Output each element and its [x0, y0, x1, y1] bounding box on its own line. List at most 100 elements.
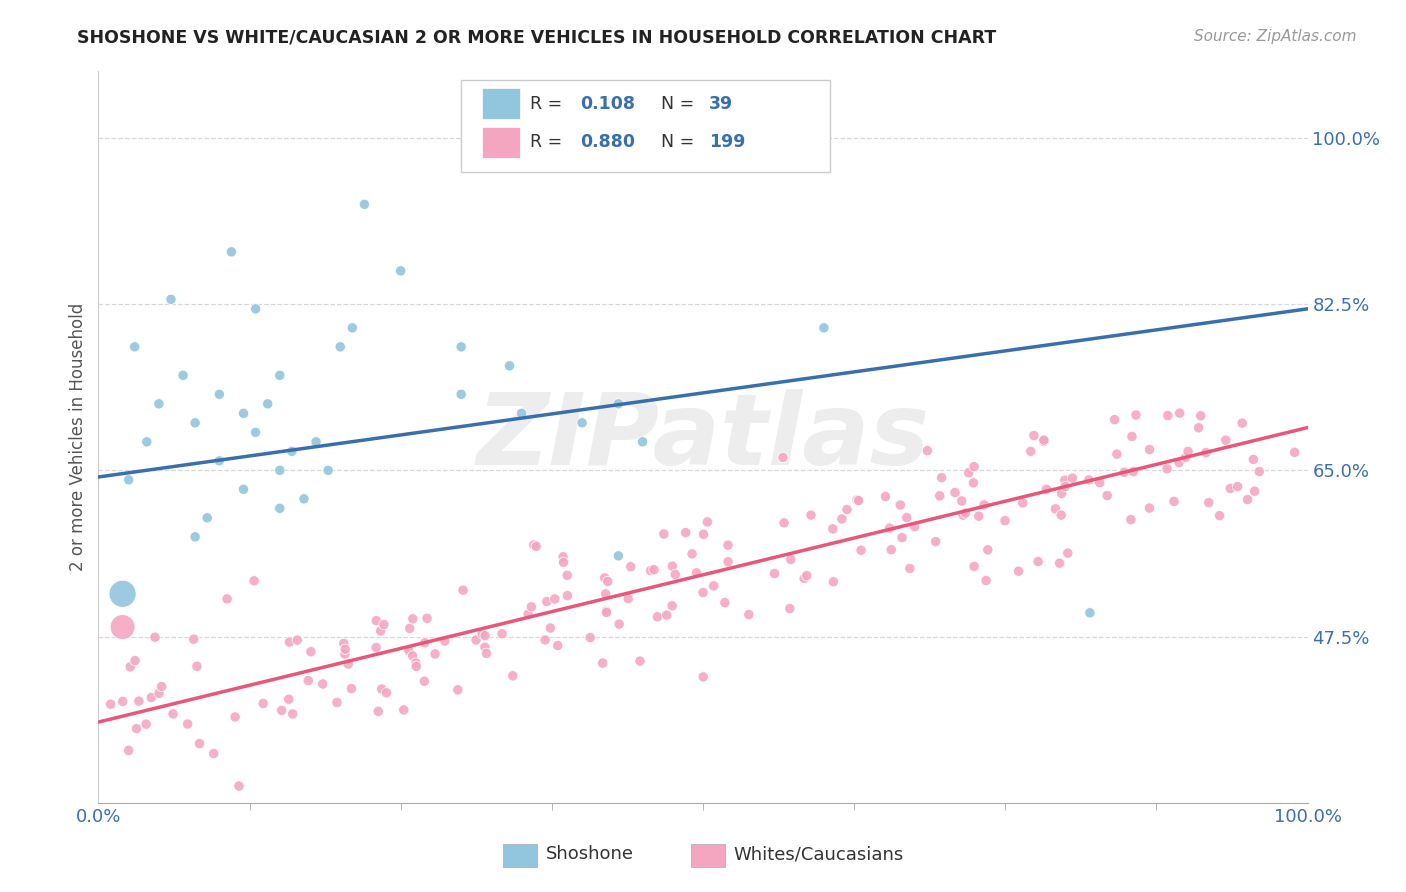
Point: [245, 425, 267, 440]
Point: [423, 647, 446, 661]
Point: [1019, 444, 1042, 458]
Text: N =: N =: [661, 134, 699, 152]
Point: [1077, 473, 1099, 487]
Point: [413, 674, 436, 689]
Point: [252, 697, 274, 711]
Point: [232, 406, 254, 420]
Point: [1053, 473, 1076, 487]
Point: [1104, 412, 1126, 426]
Point: [917, 443, 939, 458]
Point: [160, 293, 183, 307]
Point: [111, 620, 134, 634]
Point: [793, 572, 815, 586]
Point: [353, 197, 375, 211]
Point: [402, 648, 425, 663]
Point: [692, 670, 714, 684]
Point: [520, 599, 543, 614]
Point: [1045, 501, 1067, 516]
Point: [685, 566, 707, 580]
Point: [172, 368, 194, 383]
Point: [120, 660, 142, 674]
Text: N =: N =: [661, 95, 699, 112]
Point: [1195, 445, 1218, 459]
Point: [579, 631, 602, 645]
Point: [375, 686, 398, 700]
Point: [184, 416, 207, 430]
Point: [389, 264, 412, 278]
Point: [224, 710, 246, 724]
Point: [977, 542, 1000, 557]
Point: [879, 521, 901, 535]
Point: [696, 515, 718, 529]
Point: [891, 531, 914, 545]
Text: 0.880: 0.880: [579, 134, 634, 152]
Point: [366, 640, 388, 655]
Point: [538, 621, 561, 635]
Text: R =: R =: [530, 95, 568, 112]
FancyBboxPatch shape: [461, 80, 830, 171]
Point: [367, 704, 389, 718]
Point: [433, 634, 456, 648]
Point: [228, 779, 250, 793]
Point: [835, 502, 858, 516]
Point: [471, 627, 494, 641]
Point: [517, 607, 540, 622]
Point: [555, 568, 578, 582]
Point: [221, 244, 243, 259]
Point: [647, 609, 669, 624]
Point: [703, 579, 725, 593]
Point: [1177, 444, 1199, 458]
Point: [889, 498, 911, 512]
Point: [326, 695, 349, 709]
Point: [547, 639, 569, 653]
Point: [534, 632, 557, 647]
Point: [232, 483, 254, 497]
Point: [962, 475, 984, 490]
Point: [763, 566, 786, 581]
Point: [1188, 421, 1211, 435]
Point: [714, 596, 737, 610]
Point: [631, 434, 654, 449]
Point: [208, 454, 231, 468]
Point: [491, 626, 513, 640]
Point: [655, 608, 678, 623]
Point: [1139, 501, 1161, 516]
Point: [475, 647, 498, 661]
Point: [607, 549, 630, 563]
Point: [593, 571, 616, 585]
Point: [717, 538, 740, 552]
Point: [643, 563, 665, 577]
Point: [329, 340, 352, 354]
Point: [1105, 447, 1128, 461]
Point: [1050, 486, 1073, 500]
Point: [950, 494, 973, 508]
Point: [596, 574, 619, 589]
Point: [1078, 606, 1101, 620]
Point: [202, 747, 225, 761]
Point: [117, 743, 139, 757]
Point: [823, 574, 845, 589]
Point: [620, 559, 643, 574]
Point: [183, 632, 205, 647]
Point: [195, 511, 218, 525]
Point: [451, 583, 474, 598]
Point: [738, 607, 761, 622]
Point: [1032, 434, 1054, 449]
Point: [143, 630, 166, 644]
Point: [270, 703, 292, 717]
Point: [332, 636, 354, 650]
Point: [1139, 442, 1161, 457]
Point: [681, 547, 703, 561]
Point: [523, 538, 546, 552]
Point: [592, 656, 614, 670]
Point: [447, 682, 470, 697]
Point: [1095, 489, 1118, 503]
Point: [299, 645, 322, 659]
Point: [849, 543, 872, 558]
Text: 39: 39: [709, 95, 733, 112]
Point: [536, 594, 558, 608]
Text: Shoshone: Shoshone: [546, 845, 634, 863]
Point: [524, 539, 547, 553]
Point: [1125, 408, 1147, 422]
Point: [1163, 494, 1185, 508]
